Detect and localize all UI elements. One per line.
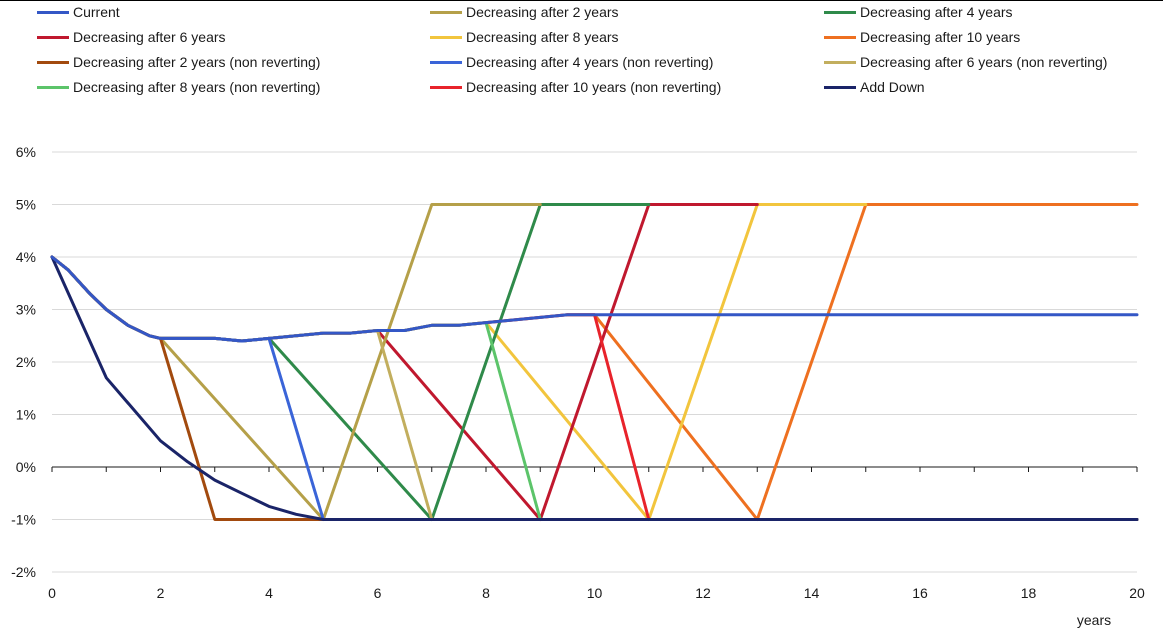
x-tick-label: 0: [48, 585, 56, 601]
x-tick-label: 20: [1129, 585, 1145, 601]
legend-label: Decreasing after 6 years (non reverting): [860, 54, 1108, 70]
legend-swatch: [824, 60, 856, 64]
legend-label: Current: [73, 4, 120, 20]
legend-label: Decreasing after 6 years: [73, 29, 226, 45]
legend-label: Decreasing after 4 years (non reverting): [466, 54, 714, 70]
legend-swatch: [430, 85, 462, 89]
legend-item: Decreasing after 10 years (non reverting…: [430, 76, 721, 98]
legend-swatch: [824, 85, 856, 89]
legend-swatch: [430, 60, 462, 64]
legend-label: Decreasing after 10 years (non reverting…: [466, 79, 722, 95]
series-line: [50, 255, 1139, 521]
chart-series: [50, 203, 1139, 521]
legend-item: Add Down: [824, 76, 925, 98]
y-tick-label: 5%: [16, 197, 36, 213]
y-tick-label: 0%: [16, 459, 36, 475]
legend-swatch: [37, 85, 69, 89]
legend-swatch: [430, 35, 462, 39]
y-tick-label: 4%: [16, 249, 36, 265]
legend-swatch: [37, 35, 69, 39]
top-border: [0, 0, 1163, 1]
y-tick-label: 2%: [16, 354, 36, 370]
legend-item: Decreasing after 6 years: [37, 26, 226, 48]
x-tick-label: 10: [587, 585, 603, 601]
legend-swatch: [37, 10, 69, 14]
x-tick-label: 6: [374, 585, 382, 601]
y-tick-label: 1%: [16, 407, 36, 423]
x-tick-label: 2: [157, 585, 165, 601]
legend-label: Decreasing after 2 years: [466, 4, 619, 20]
x-tick-label: 14: [804, 585, 820, 601]
legend-item: Decreasing after 8 years (non reverting): [37, 76, 320, 98]
y-tick-label: -2%: [11, 564, 36, 580]
x-tick-label: 8: [482, 585, 490, 601]
x-tick-label: 12: [695, 585, 711, 601]
legend-swatch: [824, 10, 856, 14]
legend-label: Decreasing after 8 years (non reverting): [73, 79, 321, 95]
x-tick-label: 18: [1021, 585, 1037, 601]
legend-item: Decreasing after 4 years: [824, 1, 1013, 23]
x-axis-label: years: [1077, 612, 1111, 628]
legend-label: Add Down: [860, 79, 925, 95]
legend-label: Decreasing after 10 years: [860, 29, 1021, 45]
legend-label: Decreasing after 2 years (non reverting): [73, 54, 321, 70]
legend-item: Current: [37, 1, 120, 23]
x-tick-label: 4: [265, 585, 273, 601]
legend-item: Decreasing after 2 years (non reverting): [37, 51, 320, 73]
legend-swatch: [824, 35, 856, 39]
legend-label: Decreasing after 4 years: [860, 4, 1013, 20]
legend-label: Decreasing after 8 years: [466, 29, 619, 45]
chart-legend: Current Decreasing after 2 years Decreasin…: [0, 0, 1163, 110]
legend-item: Decreasing after 10 years: [824, 26, 1020, 48]
y-tick-label: 6%: [16, 144, 36, 160]
legend-item: Decreasing after 6 years (non reverting): [824, 51, 1107, 73]
chart-axes: -2% -1% 0% 1% 2% 3% 4% 5% 6% 0 2 4 6 8 10 12 14 16 18 20: [11, 144, 1145, 601]
legend-item: Decreasing after 4 years (non reverting): [430, 51, 713, 73]
legend-item: Decreasing after 2 years: [430, 1, 619, 23]
legend-item: Decreasing after 8 years: [430, 26, 619, 48]
series-line: [50, 255, 1139, 343]
x-tick-label: 16: [912, 585, 928, 601]
legend-swatch: [37, 60, 69, 64]
legend-swatch: [430, 10, 462, 14]
y-tick-label: -1%: [11, 512, 36, 528]
y-tick-label: 3%: [16, 302, 36, 318]
